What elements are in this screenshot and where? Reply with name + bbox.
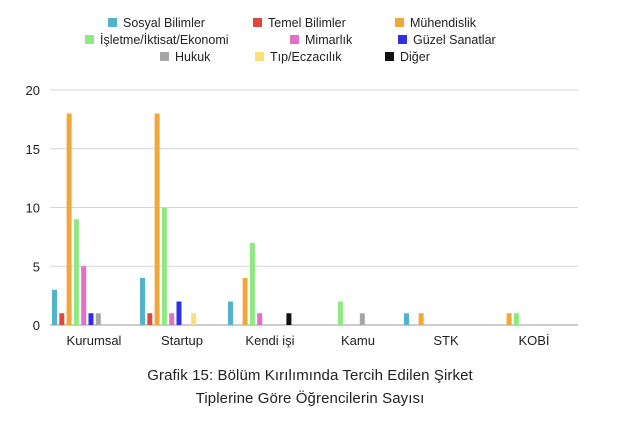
bar-1-1 — [147, 313, 153, 325]
legend-swatch-3 — [85, 35, 94, 44]
y-tick-label-0: 0 — [33, 318, 40, 333]
x-tick-label-2: Kendi işi — [245, 333, 294, 348]
y-tick-label-5: 5 — [33, 259, 40, 274]
bar-3-3 — [337, 301, 343, 325]
bar-2-0 — [228, 301, 233, 325]
bar-1-4 — [169, 313, 175, 325]
y-tick-label-10: 10 — [26, 201, 40, 216]
y-tick-label-15: 15 — [26, 142, 40, 157]
legend-label-3: İşletme/İktisat/Ekonomi — [100, 33, 229, 47]
legend-label-8: Diğer — [400, 50, 430, 64]
legend-label-7: Tıp/Eczacılık — [270, 50, 342, 64]
legend-swatch-6 — [160, 52, 169, 61]
bar-2-2 — [242, 278, 248, 325]
bar-5-3 — [513, 313, 519, 325]
bar-1-3 — [161, 207, 167, 325]
x-tick-label-4: STK — [433, 333, 459, 348]
bar-3-6 — [359, 313, 365, 325]
bar-1-7 — [191, 313, 197, 325]
chart-caption-line-1: Grafik 15: Bölüm Kırılımında Tercih Edil… — [147, 367, 473, 384]
x-tick-label-5: KOBİ — [518, 333, 549, 348]
bar-0-3 — [73, 219, 79, 325]
bar-1-5 — [176, 301, 182, 325]
legend-swatch-1 — [253, 18, 262, 27]
bar-0-1 — [59, 313, 65, 325]
bar-4-2 — [418, 313, 424, 325]
legend-swatch-8 — [385, 52, 394, 61]
bar-2-3 — [249, 242, 255, 325]
bar-2-8 — [286, 313, 292, 325]
bar-1-2 — [154, 113, 160, 325]
x-tick-label-1: Startup — [161, 333, 203, 348]
legend-label-1: Temel Bilimler — [268, 16, 346, 30]
bar-0-0 — [52, 289, 57, 325]
bar-4-0 — [404, 313, 409, 325]
bar-5-2 — [506, 313, 512, 325]
legend-label-6: Hukuk — [175, 50, 211, 64]
y-tick-label-20: 20 — [26, 83, 40, 98]
legend-swatch-0 — [108, 18, 117, 27]
legend-swatch-7 — [255, 52, 264, 61]
bar-0-6 — [95, 313, 101, 325]
legend-label-4: Mimarlık — [305, 33, 353, 47]
bar-0-2 — [66, 113, 72, 325]
bar-0-4 — [81, 266, 87, 325]
legend-label-0: Sosyal Bilimler — [123, 16, 205, 30]
legend-swatch-5 — [398, 35, 407, 44]
legend-label-2: Mühendislik — [410, 16, 477, 30]
chart-caption-line-2: Tiplerine Göre Öğrencilerin Sayısı — [195, 390, 425, 407]
legend-swatch-2 — [395, 18, 404, 27]
legend-label-5: Güzel Sanatlar — [413, 33, 496, 47]
x-tick-label-0: Kurumsal — [67, 333, 122, 348]
bar-2-4 — [257, 313, 263, 325]
legend-swatch-4 — [290, 35, 299, 44]
bar-1-0 — [140, 278, 145, 325]
bar-0-5 — [88, 313, 94, 325]
x-tick-label-3: Kamu — [341, 333, 375, 348]
